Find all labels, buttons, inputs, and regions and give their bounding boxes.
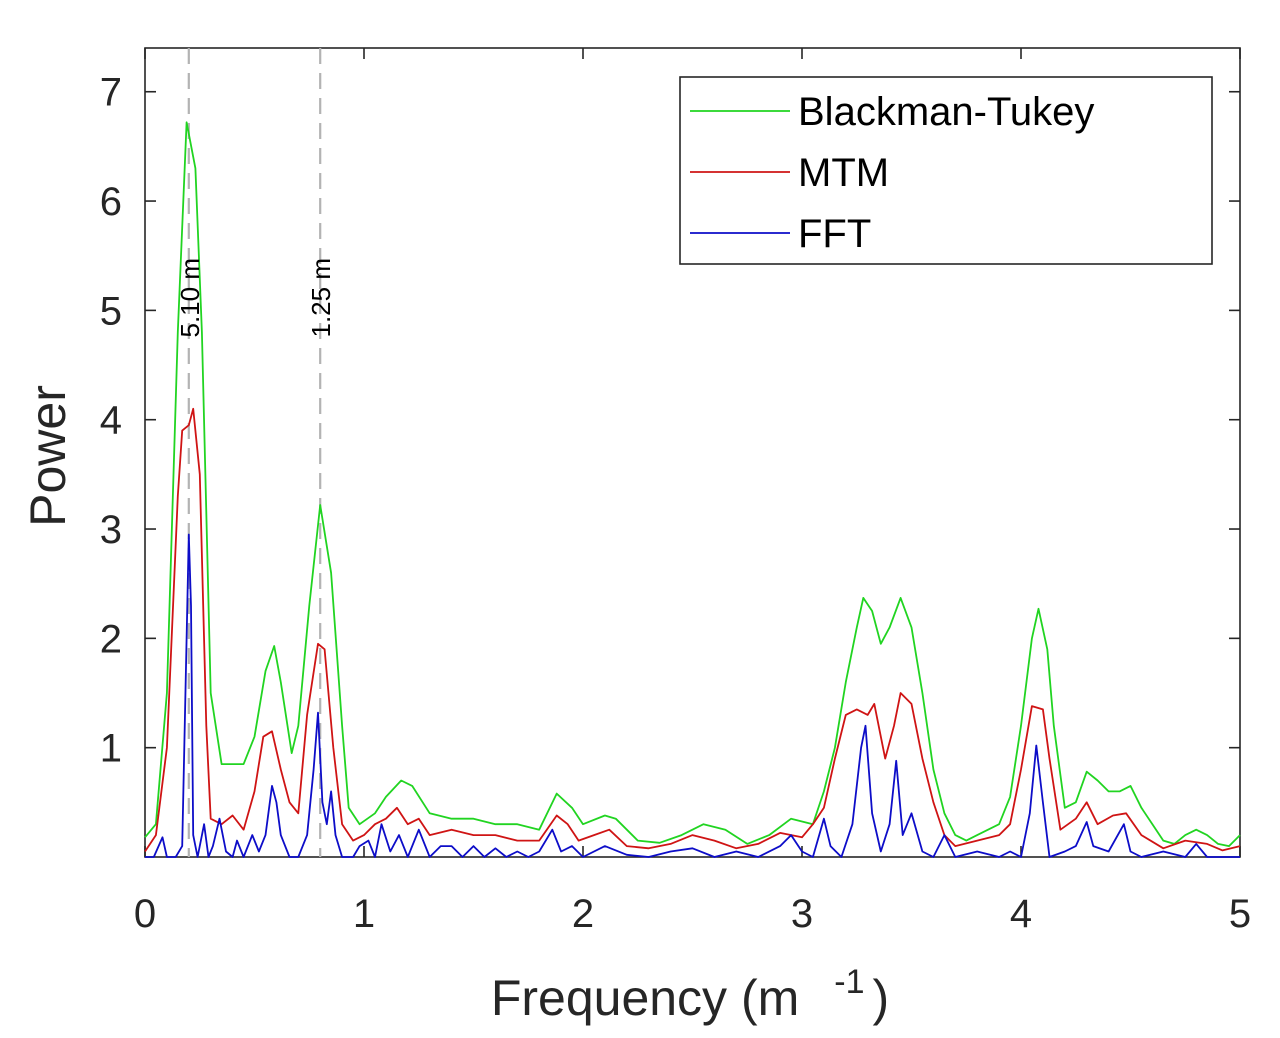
x-tick-label: 1 <box>353 892 375 936</box>
y-tick-label: 3 <box>100 508 122 552</box>
x-axis-label-main: Frequency (m <box>491 970 799 1026</box>
y-tick-label: 5 <box>100 289 122 333</box>
x-tick-label: 3 <box>791 892 813 936</box>
y-tick-label: 1 <box>100 727 122 771</box>
series-line-fft <box>145 533 1240 858</box>
legend-label: FFT <box>798 212 871 256</box>
y-tick-label: 4 <box>100 399 122 443</box>
x-axis-label: Frequency (m -1) <box>491 963 889 1026</box>
x-tick-label: 2 <box>572 892 594 936</box>
x-tick-label: 5 <box>1229 892 1251 936</box>
y-tick-label: 7 <box>100 71 122 115</box>
legend-label: Blackman-Tukey <box>798 90 1094 134</box>
series-line-mtm <box>144 407 1241 852</box>
legend-items: Blackman-Tukey MTM FFT <box>690 90 1094 256</box>
x-tick-label: 0 <box>134 892 156 936</box>
y-tick-label: 6 <box>100 180 122 224</box>
y-tick-label: 2 <box>100 617 122 661</box>
annotation-labels: 5.10 m 1.25 m <box>175 258 336 338</box>
annotation-lines <box>187 48 322 857</box>
legend: Blackman-Tukey MTM FFT <box>679 76 1213 265</box>
series-line-blackman-tukey <box>144 121 1241 847</box>
annotation-label: 1.25 m <box>306 258 336 338</box>
annotation-label: 5.10 m <box>175 258 205 338</box>
legend-label: MTM <box>798 151 889 195</box>
x-tick-label: 4 <box>1010 892 1032 936</box>
tick-labels: 0 1 2 3 4 5 1 2 3 4 5 6 7 <box>100 71 1251 936</box>
x-axis-label-close: ) <box>873 970 890 1026</box>
y-axis-label: Power <box>20 385 76 527</box>
series-lines <box>144 121 1241 858</box>
x-axis-label-superscript: -1 <box>834 963 864 1001</box>
